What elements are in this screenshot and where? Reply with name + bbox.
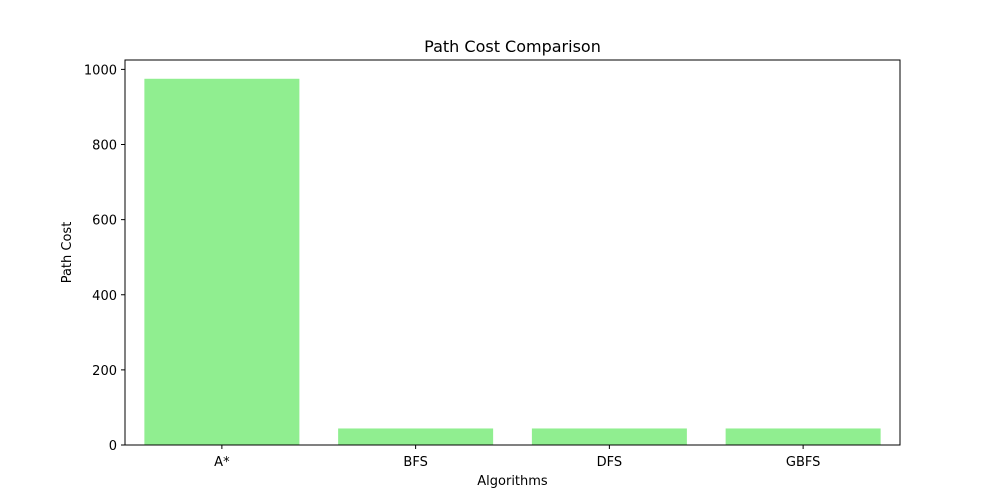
bar-gbfs	[725, 428, 881, 445]
bar-a	[144, 78, 300, 445]
bar-bfs	[338, 428, 494, 445]
bar-dfs	[531, 428, 687, 445]
y-tick-label: 400	[92, 289, 117, 304]
ticks-layer: A* BFS DFS GBFS 0 200 400 600 800 1000	[84, 63, 820, 470]
plot-frame	[124, 59, 901, 446]
y-tick-label: 1000	[84, 63, 117, 78]
y-axis-label: Path Cost	[60, 222, 75, 284]
axes-layer	[124, 59, 901, 446]
y-tick-label: 0	[109, 439, 117, 454]
y-tick-label: 200	[92, 364, 117, 379]
x-axis-label: Algorithms	[477, 474, 548, 489]
y-tick-label: 800	[92, 139, 117, 154]
x-tick-label: GBFS	[786, 455, 821, 470]
x-tick-label: DFS	[597, 455, 623, 470]
x-tick-label: A*	[214, 455, 230, 470]
x-tick-label: BFS	[403, 455, 427, 470]
y-tick-label: 600	[92, 214, 117, 229]
chart-title: Path Cost Comparison	[424, 37, 601, 56]
bars-layer	[144, 78, 881, 445]
